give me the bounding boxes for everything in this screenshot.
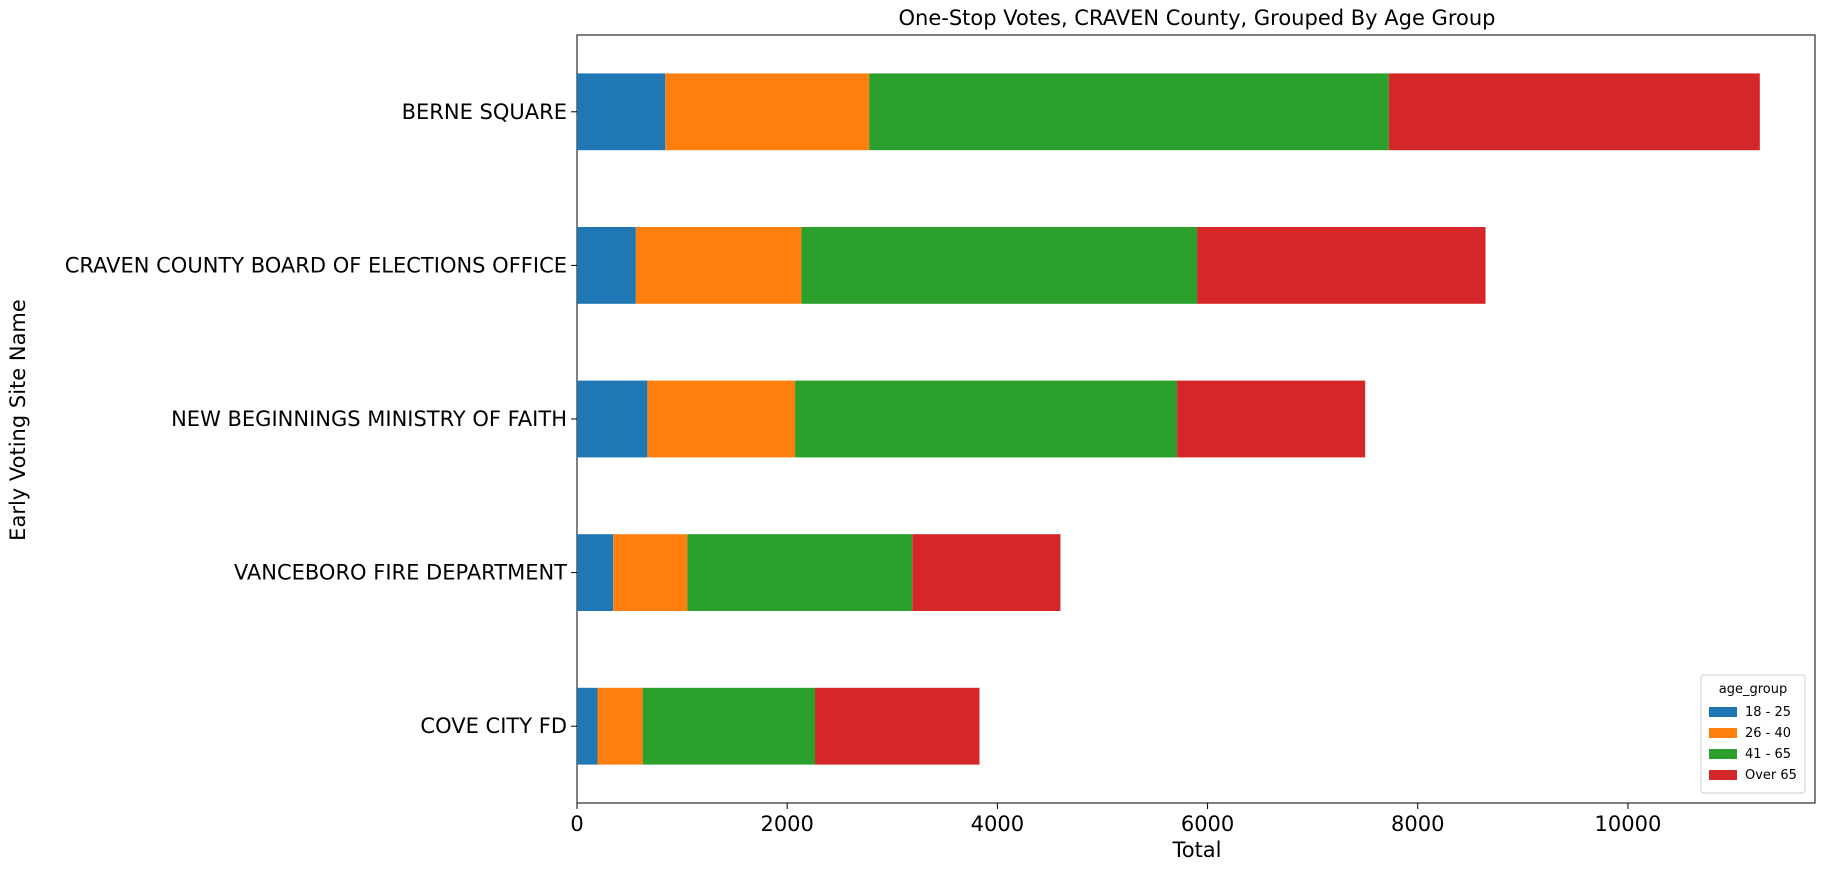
bar-segment — [801, 227, 1198, 304]
x-axis-label: Total — [1171, 838, 1221, 862]
chart-title: One-Stop Votes, CRAVEN County, Grouped B… — [899, 6, 1496, 30]
x-tick-label: 6000 — [1181, 812, 1234, 836]
plot-area: COVE CITY FD VANCEBORO FIRE DEPARTMENT NEW… — [65, 34, 1816, 836]
legend-entry: 26 - 40 — [1745, 726, 1791, 741]
y-tick-label: NEW BEGINNINGS MINISTRY OF FAITH — [171, 407, 567, 431]
legend-entry: 41 - 65 — [1745, 747, 1791, 762]
bar-segment — [687, 534, 913, 611]
legend-swatch — [1709, 707, 1737, 717]
x-tick-label: 8000 — [1391, 812, 1444, 836]
bar-segment — [577, 687, 598, 765]
legend-swatch — [1709, 749, 1737, 759]
bar-segment — [1388, 73, 1760, 151]
bar-segment — [1197, 227, 1486, 304]
bar-segment — [665, 73, 870, 151]
bar-segment — [647, 380, 796, 458]
bar-segment — [577, 73, 666, 151]
bar-segment — [912, 534, 1061, 611]
legend-entry: 18 - 25 — [1745, 705, 1791, 720]
y-tick-label: CRAVEN COUNTY BOARD OF ELECTIONS OFFICE — [65, 253, 567, 277]
bar-segment — [613, 534, 688, 611]
y-axis-label: Early Voting Site Name — [6, 299, 30, 541]
bar-segment — [577, 380, 648, 458]
legend-entry: Over 65 — [1745, 768, 1797, 783]
legend-title: age_group — [1719, 682, 1787, 697]
x-tick-label: 4000 — [971, 812, 1024, 836]
bar-segment — [635, 227, 802, 304]
y-tick-label: BERNE SQUARE — [402, 100, 567, 124]
y-tick-label: VANCEBORO FIRE DEPARTMENT — [234, 561, 567, 585]
x-tick-label: 2000 — [760, 812, 813, 836]
bar-segment — [577, 534, 614, 611]
legend: age_group 18 - 25 26 - 40 41 - 65 Over 65 — [1700, 674, 1806, 794]
y-tick-label: COVE CITY FD — [420, 714, 567, 738]
legend-box — [1700, 674, 1806, 794]
bar-segment — [815, 687, 980, 765]
legend-swatch — [1709, 728, 1737, 738]
bar-segment — [869, 73, 1389, 151]
bar-segment — [642, 687, 816, 765]
bar-segment — [577, 227, 636, 304]
legend-swatch — [1709, 770, 1737, 780]
bar-segment — [597, 687, 643, 765]
x-tick-label: 0 — [570, 812, 583, 836]
bar-segment — [795, 380, 1178, 458]
bar-segment — [1177, 380, 1366, 458]
x-tick-label: 10000 — [1595, 812, 1662, 836]
